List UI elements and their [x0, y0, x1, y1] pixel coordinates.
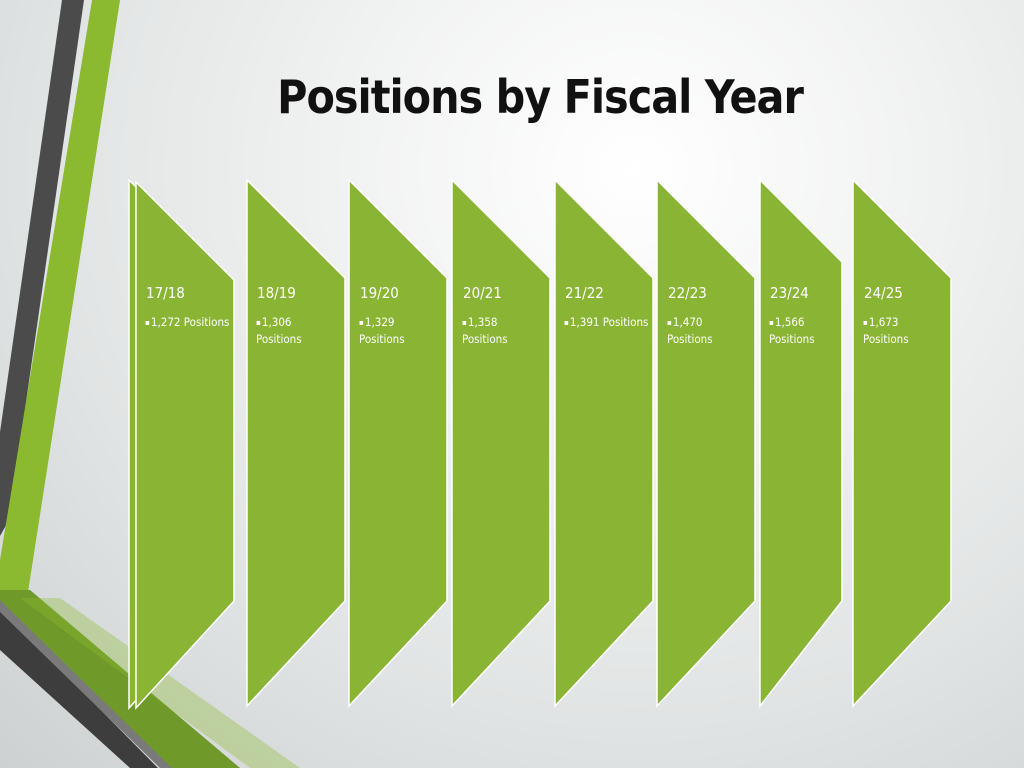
panel-19-20[interactable]: [348, 178, 448, 708]
dark-stripe-top: [0, 0, 84, 536]
panel-text-24-25: 1,673 Positions: [863, 314, 925, 348]
panel-year-21-22: 21/22: [565, 284, 604, 302]
panel-21-22[interactable]: [554, 178, 654, 708]
green-stripe-top: [0, 0, 120, 592]
panel-year-17-18: 17/18: [146, 284, 185, 302]
panel-text-18-19: 1,306 Positions: [256, 314, 318, 348]
panel-year-24-25: 24/25: [864, 284, 903, 302]
panel-year-22-23: 22/23: [668, 284, 707, 302]
page-title: Positions by Fiscal Year: [277, 70, 804, 124]
green-stripe-bottom: [0, 590, 240, 768]
panel-text-17-18: 1,272 Positions: [145, 314, 241, 331]
panel-year-20-21: 20/21: [463, 284, 502, 302]
panel-year-18-19: 18/19: [257, 284, 296, 302]
green-shadow-bottom: [20, 598, 300, 768]
panel-23-24[interactable]: [759, 178, 843, 709]
gray-stripe-bottom: [0, 600, 172, 768]
panel-20-21[interactable]: [451, 178, 551, 708]
panel-year-23-24: 23/24: [770, 284, 809, 302]
panel-22-23[interactable]: [656, 178, 756, 708]
panel-18-19[interactable]: [246, 178, 346, 708]
panel-text-22-23: 1,470 Positions: [667, 314, 729, 348]
panel-text-20-21: 1,358 Positions: [462, 314, 524, 348]
panel-year-19-20: 19/20: [360, 284, 399, 302]
panel-24-25[interactable]: [852, 178, 952, 708]
panel-text-23-24: 1,566 Positions: [769, 314, 831, 348]
panel-text-19-20: 1,329 Positions: [359, 314, 421, 348]
panel-text-21-22: 1,391 Positions: [564, 314, 660, 331]
panel-17-18[interactable]: [135, 180, 235, 710]
